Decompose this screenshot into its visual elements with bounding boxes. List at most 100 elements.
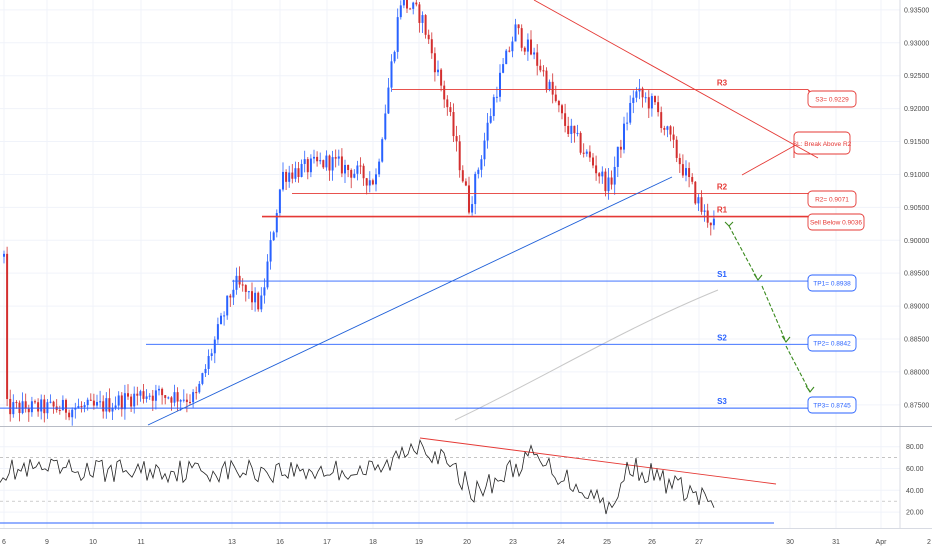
- candle-body: [632, 97, 635, 104]
- candle-body: [207, 355, 210, 369]
- candle-body: [530, 39, 532, 55]
- projection-arrows: [724, 221, 815, 393]
- level-label-r1: R1: [717, 206, 728, 215]
- candle-body: [623, 123, 625, 150]
- level-label-s1: S1: [717, 270, 727, 279]
- candle-body: [328, 155, 331, 171]
- x-tick-label: 16: [276, 539, 284, 546]
- y-tick-label: 0.90000: [904, 238, 929, 245]
- candle-body: [592, 157, 594, 166]
- candle-body: [210, 353, 213, 356]
- candle-body: [220, 315, 222, 325]
- candle-body: [499, 72, 501, 97]
- x-tick-label: 26: [648, 539, 656, 546]
- candle-body: [402, 0, 405, 6]
- candle-body: [595, 165, 598, 174]
- moving-average: [454, 289, 719, 421]
- candle-body: [213, 339, 216, 354]
- candle-body: [30, 401, 33, 413]
- candle-body: [604, 171, 607, 192]
- candle-body: [427, 34, 430, 40]
- grid: [0, 0, 900, 528]
- candle-body: [554, 94, 557, 101]
- candle-body: [399, 5, 402, 18]
- candle-body: [27, 408, 30, 413]
- candle-body: [92, 400, 95, 406]
- callout-box: [807, 190, 857, 208]
- candle-body: [443, 85, 446, 100]
- candle-body: [182, 399, 185, 401]
- candle-body: [130, 396, 133, 407]
- candle-body: [316, 156, 319, 162]
- candle-body: [154, 390, 157, 401]
- candle-body: [195, 392, 198, 394]
- callout-text: TP2= 0.8842: [813, 341, 851, 348]
- candle-body: [514, 24, 517, 42]
- candle-body: [139, 391, 142, 396]
- candle-body: [241, 284, 244, 286]
- candle-body: [619, 146, 622, 150]
- candle-body: [573, 125, 576, 134]
- candle-body: [266, 261, 269, 288]
- candle-body: [561, 105, 563, 114]
- candle-body: [545, 70, 548, 90]
- y-tick-label: 0.88000: [904, 369, 929, 376]
- y-tick-label: 0.88500: [904, 337, 929, 344]
- candle-body: [238, 275, 241, 285]
- candle-body: [86, 399, 89, 406]
- candle-body: [564, 113, 567, 126]
- candle-body: [232, 289, 235, 298]
- candle-body: [192, 392, 195, 403]
- candle-body: [393, 51, 396, 62]
- candle-body: [678, 157, 681, 165]
- projection-arrowhead: [781, 335, 791, 343]
- candle-body: [657, 102, 660, 113]
- candle-body: [340, 156, 343, 174]
- candle-body: [254, 292, 257, 303]
- candle-body: [275, 213, 278, 233]
- candle-body: [223, 315, 226, 317]
- candle-body: [709, 222, 712, 226]
- candle-body: [89, 399, 92, 401]
- candle-body: [520, 28, 523, 48]
- candle-body: [378, 161, 381, 175]
- candle-body: [6, 253, 9, 399]
- candle-body: [331, 157, 334, 171]
- candle-body: [526, 39, 529, 52]
- candle-body: [579, 132, 582, 153]
- candle-body: [278, 189, 281, 214]
- candle-body: [440, 69, 443, 86]
- candle-body: [71, 409, 74, 418]
- candle-body: [179, 400, 182, 402]
- candle-body: [365, 178, 368, 186]
- candle-body: [588, 151, 591, 158]
- x-tick-label: 20: [463, 539, 471, 546]
- callout-box: [807, 90, 857, 108]
- candle-body: [616, 146, 619, 167]
- candle-body: [688, 168, 691, 178]
- candle-body: [74, 408, 77, 410]
- rsi-y-tick-label: 80.00: [906, 444, 924, 451]
- candle-body: [313, 156, 315, 159]
- candle-body: [446, 99, 449, 108]
- candle-body: [585, 151, 588, 154]
- candle-body: [136, 393, 139, 396]
- candle-body: [83, 405, 86, 408]
- x-tick-label: 30: [786, 539, 794, 546]
- rsi-line: [0, 438, 715, 515]
- rsi-trendline: [419, 437, 777, 485]
- candle-body: [551, 81, 554, 95]
- candle-body: [226, 295, 229, 316]
- candle-body: [697, 197, 700, 204]
- candle-body: [80, 406, 83, 408]
- candle-body: [409, 8, 412, 10]
- candle-body: [650, 96, 653, 109]
- candle-body: [61, 399, 64, 411]
- sl-callout-box: [793, 131, 851, 155]
- candle-body: [58, 409, 61, 411]
- candle-body: [502, 64, 505, 73]
- candle-body: [437, 69, 439, 73]
- x-tick-label: 11: [137, 539, 144, 546]
- candle-body: [406, 0, 408, 9]
